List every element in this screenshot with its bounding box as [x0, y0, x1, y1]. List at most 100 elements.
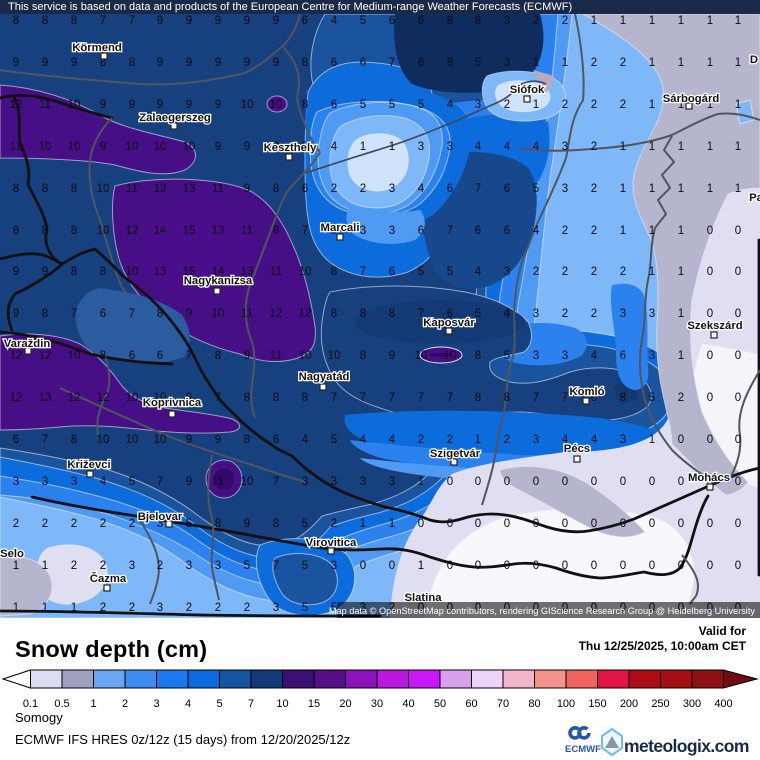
svg-text:1: 1 [735, 57, 741, 69]
svg-text:Zalaegerszeg: Zalaegerszeg [139, 112, 211, 124]
svg-text:2: 2 [215, 602, 221, 614]
svg-text:1: 1 [678, 350, 684, 362]
svg-text:6: 6 [389, 266, 395, 278]
svg-text:5: 5 [331, 225, 337, 237]
svg-text:12: 12 [126, 225, 139, 237]
svg-text:1: 1 [90, 698, 96, 710]
svg-text:7: 7 [562, 392, 568, 404]
svg-text:2: 2 [562, 15, 568, 27]
svg-text:1: 1 [389, 141, 395, 153]
svg-text:12: 12 [299, 308, 312, 320]
svg-text:400: 400 [714, 698, 732, 710]
svg-text:0.1: 0.1 [23, 698, 38, 710]
svg-text:3: 3 [360, 476, 366, 488]
svg-text:2: 2 [591, 225, 597, 237]
svg-text:8: 8 [215, 350, 221, 362]
svg-text:9: 9 [157, 15, 163, 27]
svg-text:7: 7 [71, 308, 77, 320]
svg-text:1: 1 [418, 476, 424, 488]
svg-text:10: 10 [97, 434, 110, 446]
svg-text:3: 3 [504, 266, 510, 278]
svg-text:0: 0 [533, 476, 539, 488]
svg-text:9: 9 [13, 308, 19, 320]
svg-text:4: 4 [504, 308, 511, 320]
svg-text:4: 4 [591, 434, 598, 446]
svg-text:40: 40 [402, 698, 414, 710]
svg-text:4: 4 [447, 99, 454, 111]
svg-text:Keszthely: Keszthely [264, 142, 317, 154]
svg-text:2: 2 [186, 602, 192, 614]
svg-text:1: 1 [678, 266, 684, 278]
svg-text:1: 1 [649, 434, 655, 446]
svg-text:8: 8 [360, 350, 366, 362]
svg-text:6: 6 [302, 15, 308, 27]
svg-text:2: 2 [591, 308, 597, 320]
svg-text:10: 10 [154, 434, 167, 446]
svg-text:8: 8 [71, 225, 77, 237]
svg-text:13: 13 [154, 183, 167, 195]
svg-text:9: 9 [157, 99, 163, 111]
svg-text:8: 8 [71, 183, 77, 195]
svg-text:7: 7 [302, 225, 308, 237]
svg-text:8: 8 [42, 225, 48, 237]
svg-text:3: 3 [157, 518, 163, 530]
svg-text:6: 6 [331, 99, 337, 111]
svg-text:1: 1 [360, 141, 366, 153]
svg-text:3: 3 [475, 99, 481, 111]
svg-text:1: 1 [649, 99, 655, 111]
svg-text:150: 150 [588, 698, 606, 710]
svg-text:20: 20 [339, 698, 351, 710]
svg-text:1: 1 [735, 99, 741, 111]
svg-text:10: 10 [444, 350, 457, 362]
svg-text:0: 0 [735, 434, 741, 446]
svg-text:0: 0 [707, 392, 713, 404]
svg-text:13: 13 [39, 392, 52, 404]
svg-text:8: 8 [71, 266, 77, 278]
svg-text:3: 3 [504, 15, 510, 27]
svg-text:12: 12 [68, 392, 81, 404]
svg-text:7: 7 [129, 308, 135, 320]
svg-text:8: 8 [475, 392, 481, 404]
svg-text:6: 6 [273, 434, 279, 446]
svg-text:2: 2 [71, 560, 77, 572]
svg-text:5: 5 [649, 392, 655, 404]
svg-text:1: 1 [42, 560, 48, 572]
svg-text:0: 0 [533, 560, 539, 572]
svg-text:3: 3 [504, 57, 510, 69]
svg-text:0: 0 [591, 560, 597, 572]
svg-text:2: 2 [591, 183, 597, 195]
svg-text:13: 13 [212, 225, 225, 237]
svg-text:3: 3 [447, 141, 453, 153]
svg-text:8: 8 [302, 99, 308, 111]
svg-text:10: 10 [154, 392, 167, 404]
svg-text:1: 1 [649, 57, 655, 69]
svg-text:6: 6 [447, 308, 453, 320]
svg-text:0: 0 [649, 476, 655, 488]
svg-text:7: 7 [273, 476, 279, 488]
svg-text:7: 7 [273, 560, 279, 572]
svg-text:6: 6 [620, 350, 626, 362]
svg-text:5: 5 [360, 15, 366, 27]
svg-text:Siófok: Siófok [510, 84, 545, 96]
svg-text:9: 9 [215, 141, 221, 153]
svg-text:11: 11 [212, 476, 224, 488]
svg-text:0: 0 [591, 476, 597, 488]
svg-text:4: 4 [302, 434, 309, 446]
svg-text:11: 11 [39, 99, 51, 111]
svg-text:9: 9 [244, 350, 250, 362]
svg-text:0: 0 [678, 518, 684, 530]
svg-text:8: 8 [100, 57, 106, 69]
svg-text:6: 6 [389, 15, 395, 27]
svg-text:1: 1 [678, 308, 684, 320]
svg-text:3: 3 [418, 141, 424, 153]
svg-text:3: 3 [42, 476, 48, 488]
svg-text:9: 9 [244, 15, 250, 27]
svg-text:3: 3 [331, 560, 337, 572]
svg-text:8: 8 [244, 434, 250, 446]
svg-text:6: 6 [447, 183, 453, 195]
svg-text:4: 4 [533, 141, 540, 153]
svg-text:0: 0 [504, 518, 510, 530]
svg-text:2: 2 [591, 99, 597, 111]
svg-text:10: 10 [154, 141, 167, 153]
svg-text:6: 6 [157, 350, 163, 362]
